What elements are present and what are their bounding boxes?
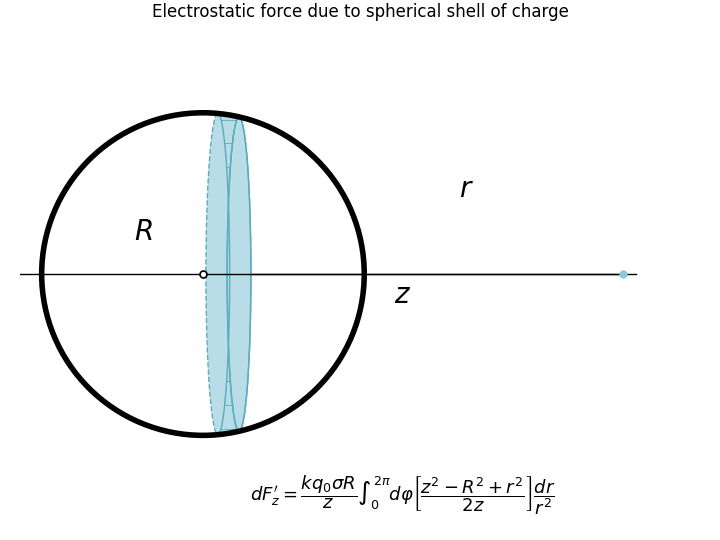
Ellipse shape bbox=[206, 113, 230, 435]
Text: $r$: $r$ bbox=[459, 175, 474, 203]
Text: $R$: $R$ bbox=[134, 218, 153, 246]
Ellipse shape bbox=[227, 117, 251, 431]
Text: $z$: $z$ bbox=[394, 281, 411, 309]
Title: Electrostatic force due to spherical shell of charge: Electrostatic force due to spherical she… bbox=[152, 3, 568, 21]
Polygon shape bbox=[206, 113, 251, 435]
Text: $dF_z' = \dfrac{kq_0\sigma R}{z}\int_0^{2\pi}d\varphi\left[\dfrac{z^2 - R^2 + r^: $dF_z' = \dfrac{kq_0\sigma R}{z}\int_0^{… bbox=[250, 473, 555, 517]
